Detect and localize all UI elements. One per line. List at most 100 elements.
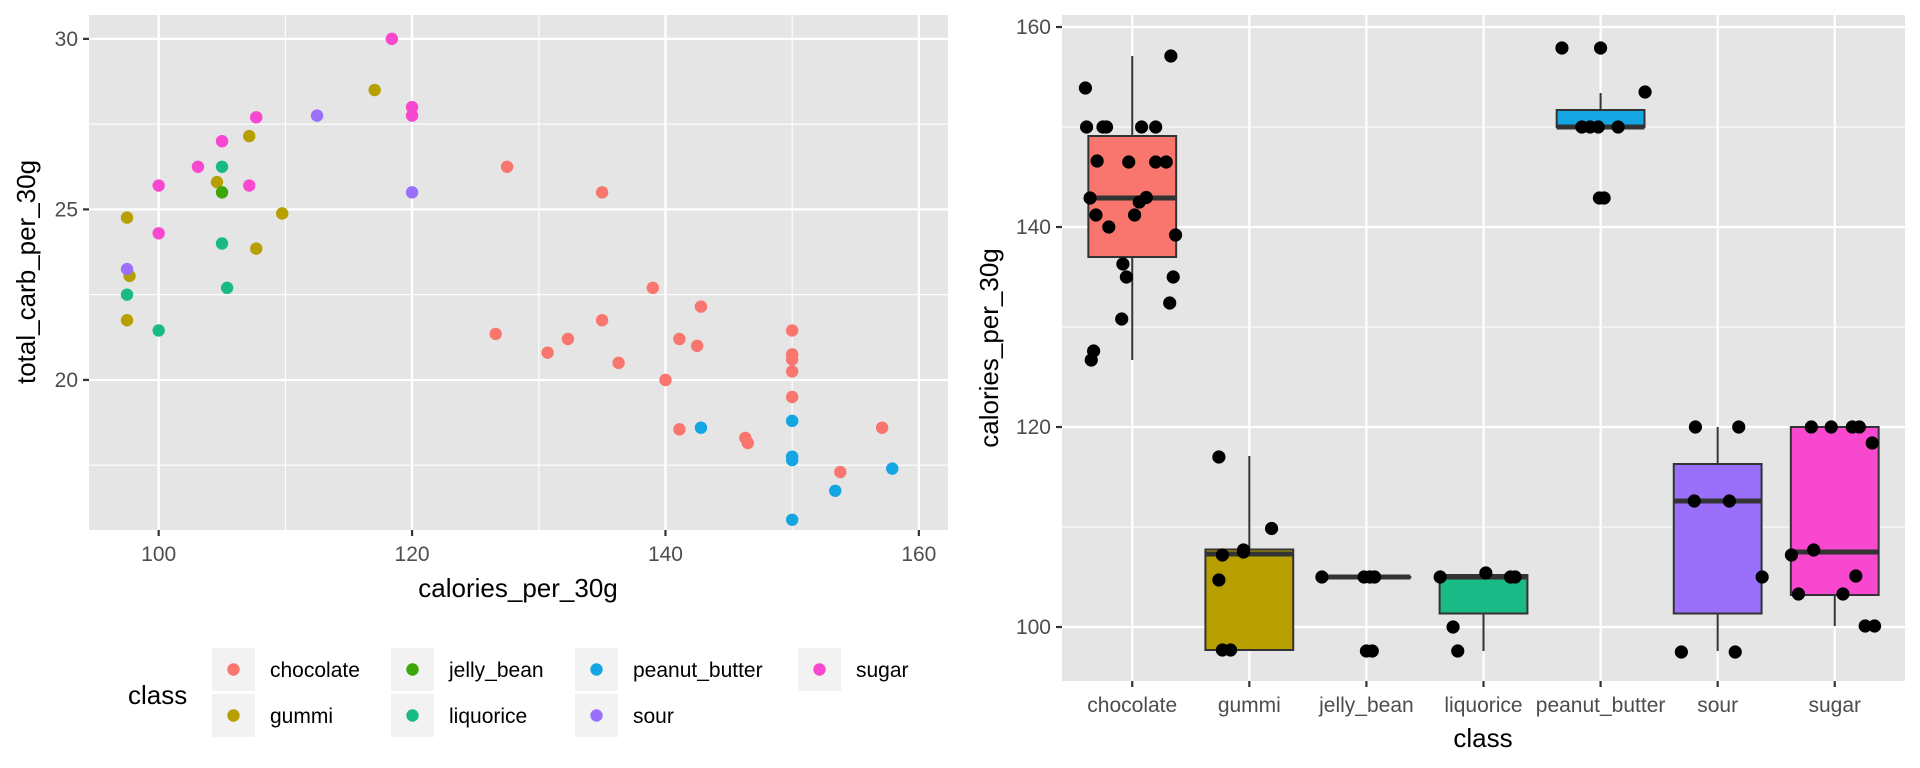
scatter-y-tick-label: 30: [55, 28, 78, 51]
scatter-point-gummi: [120, 211, 134, 224]
jitter-liquorice: [1433, 566, 1522, 658]
jitter-point-chocolate: [1135, 120, 1149, 134]
box-x-tick-label: jelly_bean: [1318, 694, 1414, 717]
jitter-point-gummi: [1212, 450, 1226, 464]
legend-item-peanut_butter: peanut_butter: [575, 648, 763, 691]
legend: class chocolate gummi jelly_bean liquorice p…: [128, 648, 909, 737]
jitter-point-sugar: [1858, 619, 1872, 633]
jitter-point-liquorice: [1446, 620, 1460, 634]
jitter-point-sugar: [1791, 587, 1806, 601]
legend-label: chocolate: [270, 659, 360, 682]
jitter-point-chocolate: [1116, 257, 1130, 271]
scatter-point-sugar: [152, 227, 165, 240]
box-x-tick-label: gummi: [1218, 694, 1281, 717]
legend-swatch-icon: [227, 663, 240, 676]
jitter-point-liquorice: [1479, 566, 1493, 580]
scatter-point-sugar: [191, 160, 205, 173]
jitter-point-chocolate: [1119, 270, 1133, 284]
legend-item-jelly_bean: jelly_bean: [391, 648, 544, 691]
scatter-point-liquorice: [220, 281, 234, 295]
scatter-point-sugar: [152, 179, 165, 192]
scatter-point-peanut_butter: [785, 513, 799, 526]
legend-item-chocolate: chocolate: [212, 648, 360, 691]
jitter-point-chocolate: [1149, 155, 1163, 169]
jitter-point-sour: [1728, 645, 1742, 659]
jitter-point-sour: [1674, 645, 1688, 659]
scatter-point-gummi: [368, 83, 381, 97]
jitter-jelly_bean: [1315, 570, 1382, 658]
jitter-point-sugar: [1784, 548, 1799, 562]
legend-swatch-icon: [406, 709, 419, 722]
scatter-point-chocolate: [612, 356, 625, 370]
box-chocolate: [1087, 56, 1178, 360]
jitter-point-sour: [1755, 570, 1769, 584]
jitter-point-chocolate: [1090, 154, 1104, 168]
scatter-point-sour: [310, 109, 324, 122]
jitter-point-chocolate: [1115, 312, 1129, 326]
scatter-point-liquorice: [215, 237, 229, 250]
scatter-point-liquorice: [152, 324, 165, 337]
scatter-point-chocolate: [785, 353, 799, 366]
jitter-point-chocolate: [1149, 120, 1163, 134]
scatter-y-axis-title: total_carb_per_30g: [11, 160, 41, 384]
jitter-point-peanut_butter: [1555, 41, 1569, 55]
series-jelly_bean: [215, 186, 229, 199]
legend-item-sour: sour: [575, 694, 674, 737]
jitter-point-peanut_butter: [1591, 120, 1605, 134]
scatter-point-chocolate: [673, 332, 686, 346]
scatter-point-chocolate: [500, 160, 514, 173]
jitter-point-chocolate: [1159, 155, 1173, 169]
scatter-point-peanut_butter: [785, 453, 799, 467]
box-body: [1672, 463, 1763, 615]
scatter-point-chocolate: [694, 300, 708, 313]
legend-label: liquorice: [449, 705, 527, 728]
series-peanut_butter: [694, 414, 899, 526]
jitter-point-chocolate: [1099, 120, 1114, 134]
jitter-point-liquorice: [1451, 644, 1465, 658]
jitter-point-liquorice: [1433, 570, 1447, 584]
box-x-tick-label: chocolate: [1087, 694, 1177, 717]
series-chocolate: [489, 160, 889, 479]
jitter-point-sugar: [1867, 619, 1882, 633]
scatter-point-gummi: [250, 242, 263, 255]
jitter-point-jelly_bean: [1368, 570, 1382, 584]
scatter-points: [120, 32, 899, 526]
jitter-point-gummi: [1264, 521, 1279, 536]
jitter-point-jelly_bean: [1315, 570, 1329, 584]
legend-item-gummi: gummi: [212, 694, 333, 737]
scatter-point-chocolate: [875, 421, 889, 434]
jitter-point-chocolate: [1127, 208, 1142, 222]
series-liquorice: [120, 160, 234, 337]
box-x-tick-label: peanut_butter: [1536, 694, 1666, 717]
scatter-point-chocolate: [785, 365, 799, 378]
box-x-tick-label: sour: [1697, 694, 1738, 717]
scatter-point-chocolate: [541, 346, 554, 359]
jitter-point-chocolate: [1163, 296, 1177, 310]
legend-label: sugar: [856, 659, 909, 682]
jitter-point-chocolate: [1078, 81, 1093, 95]
legend-label: peanut_butter: [633, 659, 763, 682]
box-body: [1204, 548, 1295, 651]
scatter-point-peanut_butter: [886, 462, 899, 475]
scatter-gridlines: [89, 15, 948, 530]
jitter-point-chocolate: [1168, 228, 1183, 242]
jitter-point-gummi: [1212, 573, 1226, 587]
jitter-point-sugar: [1849, 569, 1863, 583]
scatter-x-tick-label: 160: [901, 543, 936, 566]
legend-title: class: [128, 680, 187, 710]
scatter-point-sugar: [405, 109, 419, 122]
jitter-point-chocolate: [1089, 208, 1103, 222]
scatter-plot: 100 120 140 160 20 25 30 calories_per_30g tota…: [11, 15, 948, 737]
scatter-point-chocolate: [659, 373, 672, 387]
scatter-point-sugar: [385, 32, 399, 46]
jitter-point-sugar: [1807, 543, 1821, 557]
scatter-point-gummi: [276, 207, 289, 220]
jitter-point-sour: [1688, 420, 1703, 434]
legend-swatch-icon: [227, 709, 240, 722]
jitter-point-sugar: [1836, 587, 1850, 601]
boxes: [1087, 56, 1880, 651]
scatter-point-gummi: [210, 175, 224, 189]
scatter-x-tick-label: 140: [648, 543, 683, 566]
scatter-point-chocolate: [673, 423, 686, 436]
